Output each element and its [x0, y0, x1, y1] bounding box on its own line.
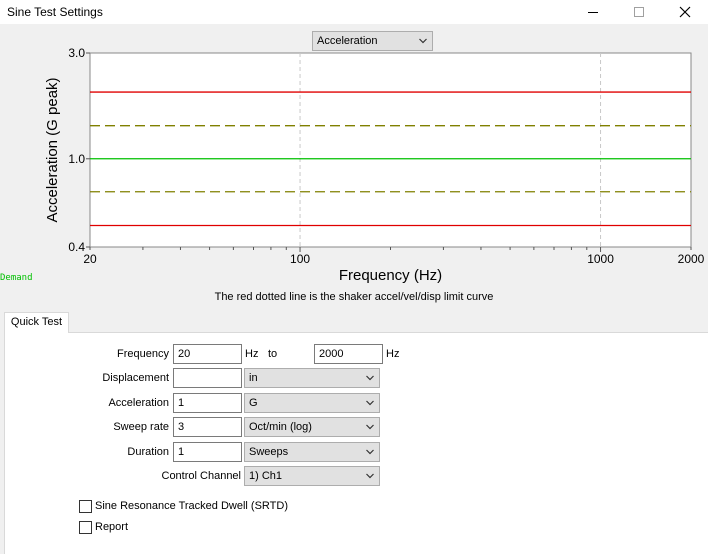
- report-option[interactable]: Report: [79, 519, 128, 535]
- acceleration-chart: 20 100 1000 2000 0.4 1.0 3.0 Frequency (Hz) Acce…: [44, 46, 705, 284]
- duration-input[interactable]: 1: [173, 442, 242, 462]
- displacement-unit-select[interactable]: in: [244, 368, 380, 388]
- frequency-from-input[interactable]: 20: [173, 344, 242, 364]
- maximize-button[interactable]: [616, 0, 662, 24]
- displacement-input[interactable]: [173, 368, 242, 388]
- srtd-checkbox[interactable]: [79, 499, 92, 513]
- duration-unit-value: Sweeps: [249, 446, 289, 458]
- duration-unit-select[interactable]: Sweeps: [244, 442, 380, 462]
- report-label: Report: [95, 521, 129, 533]
- chevron-down-icon: [419, 38, 427, 44]
- chevron-down-icon: [366, 424, 374, 430]
- y-tick-label: 1.0: [68, 152, 85, 166]
- chevron-down-icon: [366, 375, 374, 381]
- y-axis-label: Acceleration (G peak): [44, 77, 61, 222]
- displacement-unit-value: in: [249, 372, 258, 384]
- frequency-to-label: to: [268, 348, 278, 360]
- acceleration-unit-value: G: [249, 397, 258, 409]
- plot-type-value: Acceleration: [317, 35, 378, 47]
- x-tick-label: 1000: [587, 252, 614, 266]
- maximize-icon: [634, 7, 644, 17]
- duration-label: Duration: [127, 446, 169, 458]
- close-icon: [679, 6, 691, 18]
- minimize-button[interactable]: [570, 0, 616, 24]
- frequency-to-unit: Hz: [386, 348, 400, 360]
- frequency-from-unit: Hz: [245, 348, 259, 360]
- x-axis-label: Frequency (Hz): [339, 267, 442, 284]
- chevron-down-icon: [366, 473, 374, 479]
- plot-background: [89, 52, 692, 248]
- window-title: Sine Test Settings: [7, 5, 103, 19]
- close-button[interactable]: [662, 0, 708, 24]
- limit-curve-note: The red dotted line is the shaker accel/…: [214, 291, 494, 303]
- frequency-to-input[interactable]: 2000: [314, 344, 383, 364]
- y-tick-label: 3.0: [68, 46, 85, 60]
- y-tick-label: 0.4: [68, 240, 85, 254]
- srtd-option[interactable]: Sine Resonance Tracked Dwell (SRTD): [79, 498, 288, 514]
- displacement-label: Displacement: [102, 372, 169, 384]
- x-tick-label: 20: [83, 252, 97, 266]
- minimize-icon: [588, 11, 598, 13]
- chevron-down-icon: [366, 400, 374, 406]
- chevron-down-icon: [366, 449, 374, 455]
- frequency-label: Frequency: [117, 348, 169, 360]
- plot-type-select[interactable]: Acceleration: [312, 31, 433, 51]
- control-channel-value: 1) Ch1: [249, 470, 283, 482]
- legend-demand: Demand: [0, 273, 33, 283]
- sweep-rate-label: Sweep rate: [113, 421, 169, 433]
- sweep-rate-unit-select[interactable]: Oct/min (log): [244, 417, 380, 437]
- acceleration-label: Acceleration: [108, 397, 169, 409]
- acceleration-input[interactable]: 1: [173, 393, 242, 413]
- sweep-rate-unit-value: Oct/min (log): [249, 421, 312, 433]
- x-tick-label: 2000: [678, 252, 705, 266]
- control-channel-select[interactable]: 1) Ch1: [244, 466, 380, 486]
- title-bar: Sine Test Settings: [0, 0, 708, 24]
- sweep-rate-input[interactable]: 3: [173, 417, 242, 437]
- tab-quick-test[interactable]: Quick Test: [4, 312, 69, 333]
- x-tick-label: 100: [290, 252, 310, 266]
- acceleration-unit-select[interactable]: G: [244, 393, 380, 413]
- control-channel-label: Control Channel: [161, 470, 242, 482]
- report-checkbox[interactable]: [79, 520, 92, 534]
- srtd-label: Sine Resonance Tracked Dwell (SRTD): [95, 500, 288, 512]
